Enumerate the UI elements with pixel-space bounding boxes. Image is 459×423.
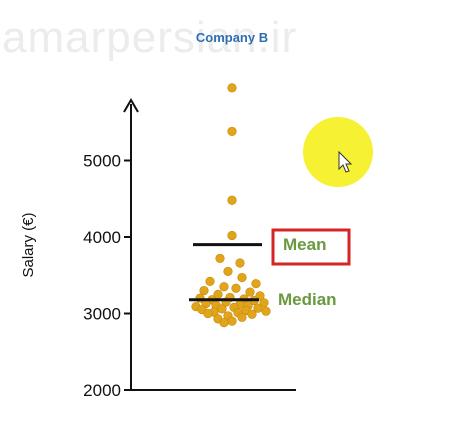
mean-label: Mean [283,235,326,254]
data-point [227,83,237,93]
y-axis-label: Salary (€) [20,212,37,277]
data-point [217,304,227,314]
data-point [245,287,255,297]
median-label: Median [278,290,337,309]
y-axis-arrow-icon [123,98,139,113]
data-point [203,308,213,319]
mouse-pointer-icon [338,150,353,173]
data-point [215,253,225,264]
data-point [227,126,237,137]
data-point [235,258,245,268]
cursor-highlight [303,117,373,187]
data-point [227,316,237,326]
data-point [219,282,229,292]
y-ticks: 2000 3000 4000 5000 [83,152,131,400]
y-tick-label: 5000 [83,152,121,171]
data-point [237,312,247,322]
data-point [227,230,237,241]
y-tick-label: 4000 [83,228,121,247]
y-tick-label: 2000 [83,381,121,400]
data-point [261,306,271,316]
data-point [237,272,247,283]
y-tick-label: 3000 [83,305,121,324]
data-point [199,285,209,296]
data-point [223,266,233,277]
mean-highlight-box [271,228,351,266]
data-point [253,303,263,313]
data-point [231,283,241,293]
watermark: amarpersian.ir [2,13,297,62]
data-points [191,83,271,328]
data-point [219,318,229,328]
data-point [251,279,261,289]
chart-title: Company B [196,30,268,45]
data-point [205,276,215,286]
data-point [247,309,257,319]
data-point [227,195,237,205]
